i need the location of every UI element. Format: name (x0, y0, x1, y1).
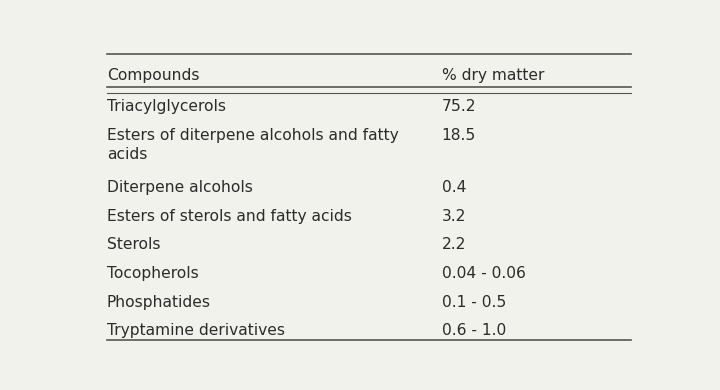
Text: Tocopherols: Tocopherols (107, 266, 199, 281)
Text: 0.04 - 0.06: 0.04 - 0.06 (441, 266, 526, 281)
Text: % dry matter: % dry matter (441, 68, 544, 83)
Text: 0.4: 0.4 (441, 181, 466, 195)
Text: 0.6 - 1.0: 0.6 - 1.0 (441, 323, 505, 338)
Text: 3.2: 3.2 (441, 209, 466, 224)
Text: Tryptamine derivatives: Tryptamine derivatives (107, 323, 284, 338)
Text: 0.1 - 0.5: 0.1 - 0.5 (441, 294, 506, 310)
Text: Triacylglycerols: Triacylglycerols (107, 99, 226, 114)
Text: 18.5: 18.5 (441, 128, 476, 143)
Text: 75.2: 75.2 (441, 99, 476, 114)
Text: Phosphatides: Phosphatides (107, 294, 211, 310)
Text: Diterpene alcohols: Diterpene alcohols (107, 181, 253, 195)
Text: Esters of diterpene alcohols and fatty
acids: Esters of diterpene alcohols and fatty a… (107, 128, 398, 162)
Text: Sterols: Sterols (107, 238, 161, 252)
Text: Compounds: Compounds (107, 68, 199, 83)
Text: Esters of sterols and fatty acids: Esters of sterols and fatty acids (107, 209, 351, 224)
Text: 2.2: 2.2 (441, 238, 466, 252)
